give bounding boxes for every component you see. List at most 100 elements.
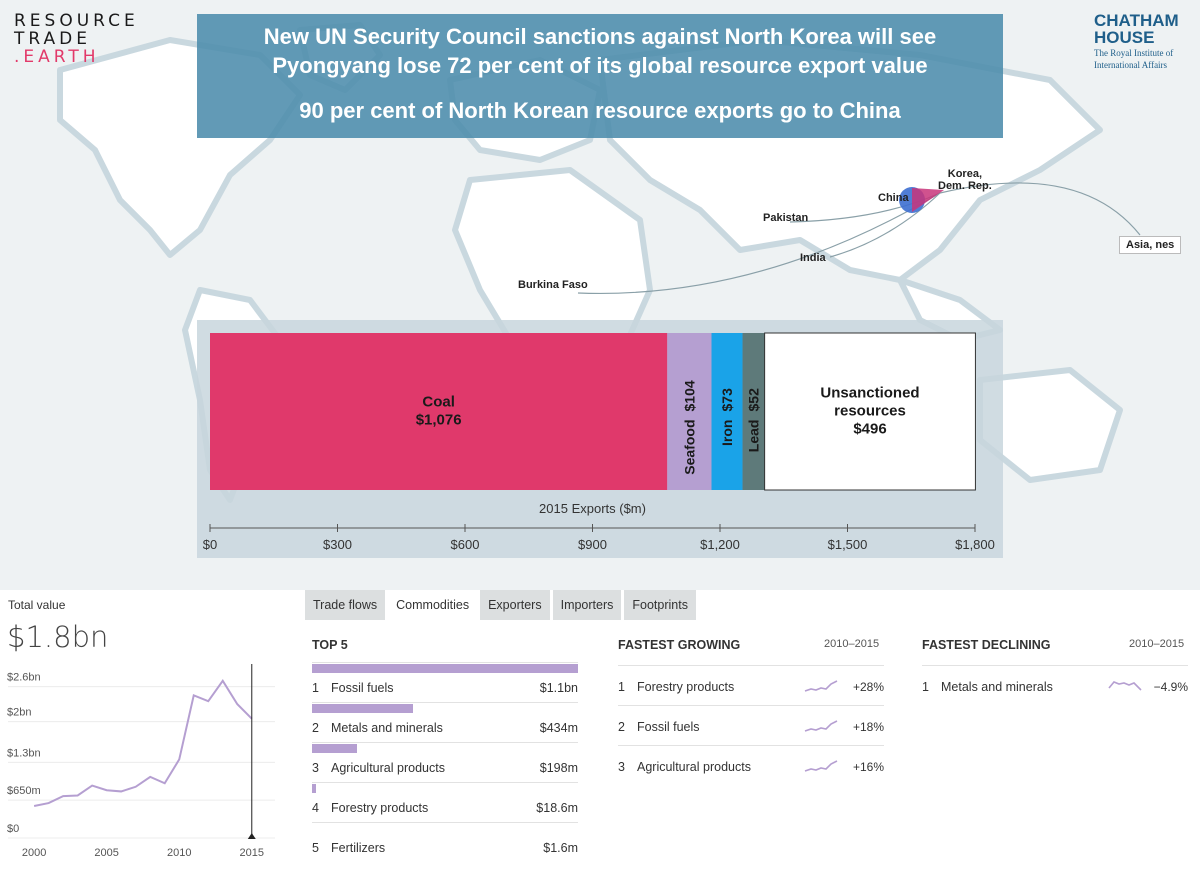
y-tick-label: $0 xyxy=(7,823,19,835)
top5-share-bar xyxy=(312,744,357,753)
fastest-growing-row[interactable]: 2 Fossil fuels +18% xyxy=(618,705,884,745)
headline-line3: 90 per cent of North Korean resource exp… xyxy=(299,98,901,123)
top5-share-bar xyxy=(312,664,578,673)
bar-name-2: Iron xyxy=(719,420,735,446)
stats-panel: Total value $1.8bn $2.6bn $2bn $1.3bn $650m… xyxy=(0,590,1200,870)
top5-row[interactable]: 4 Forestry products $18.6m xyxy=(312,782,578,822)
fastest-growing-rank: 2 xyxy=(618,720,625,734)
fastest-growing-name: Forestry products xyxy=(637,680,735,694)
x-tick-label: $1,800 xyxy=(955,537,995,552)
tab-trade-flows[interactable]: Trade flows xyxy=(305,590,386,620)
fastest-growing-rank: 1 xyxy=(618,680,625,694)
bar-iron[interactable] xyxy=(711,333,743,490)
x-tick-label: $0 xyxy=(203,537,217,552)
top5-share-bar xyxy=(312,704,413,713)
fastest-declining-pct: −4.9% xyxy=(1153,680,1188,694)
headline-line2: Pyongyang lose 72 per cent of its global… xyxy=(272,53,928,78)
fastest-declining-rank: 1 xyxy=(922,680,929,694)
y-tick-label: $1.3bn xyxy=(7,747,41,759)
bar-value-2: $73 xyxy=(719,388,735,412)
top5-row[interactable]: 3 Agricultural products $198m xyxy=(312,742,578,782)
y-tick-label: $650m xyxy=(7,785,41,797)
resource-trade-earth-logo[interactable]: RESOURCE TRADE .EARTH xyxy=(14,12,139,66)
x-tick-label: $1,200 xyxy=(700,537,740,552)
chatham-line2: HOUSE xyxy=(1094,28,1155,47)
x-tick-label: $900 xyxy=(578,537,607,552)
bar-seafood[interactable] xyxy=(667,333,712,490)
total-value-series xyxy=(33,679,253,807)
chatham-house-logo[interactable]: CHATHAM HOUSE The Royal Institute of Int… xyxy=(1094,12,1186,70)
chatham-line3: The Royal Institute of xyxy=(1094,48,1174,58)
top5-rank: 5 xyxy=(312,841,319,855)
x-tick-label: $300 xyxy=(323,537,352,552)
fastest-declining-row[interactable]: 1 Metals and minerals −4.9% xyxy=(922,665,1188,705)
chatham-line1: CHATHAM xyxy=(1094,11,1179,30)
headline-line1: New UN Security Council sanctions agains… xyxy=(263,24,937,49)
fastest-growing-rank: 3 xyxy=(618,760,625,774)
bar-name-3: Lead xyxy=(746,420,762,453)
fastest-growing-row[interactable]: 1 Forestry products +28% xyxy=(618,665,884,705)
fastest-declining-name: Metals and minerals xyxy=(941,680,1053,694)
y-tick-label: $2.6bn xyxy=(7,672,41,684)
tab-importers[interactable]: Importers xyxy=(552,590,622,620)
sparkline-icon xyxy=(804,680,838,692)
fastest-growing-pct: +18% xyxy=(852,720,884,734)
map-label-burkina-faso: Burkina Faso xyxy=(518,279,588,291)
bar-unsanctioned-resources[interactable] xyxy=(764,332,976,491)
bar-label-0-0: Coal xyxy=(422,394,455,411)
sparkline-icon xyxy=(804,760,838,772)
sparkline-icon xyxy=(1108,681,1142,691)
headline-banner: New UN Security Council sanctions agains… xyxy=(197,14,1003,138)
x-tick-label: 2015 xyxy=(240,847,264,859)
bar-lead[interactable] xyxy=(742,333,765,490)
fastest-growing-range: 2010–2015 xyxy=(824,638,880,650)
tab-commodities[interactable]: Commodities xyxy=(388,590,478,620)
top5-row[interactable]: 2 Metals and minerals $434m xyxy=(312,702,578,742)
top5-name: Metals and minerals xyxy=(331,721,443,735)
tab-bar: Trade flows Commodities Exporters Import… xyxy=(305,590,699,620)
fastest-growing-name: Fossil fuels xyxy=(637,720,700,734)
top5-rank: 3 xyxy=(312,761,319,775)
tab-footprints[interactable]: Footprints xyxy=(624,590,696,620)
fastest-declining-title: FASTEST DECLINING xyxy=(922,638,1051,652)
top5-value: $1.1bn xyxy=(539,681,578,695)
top5-value: $434m xyxy=(539,721,578,735)
year-cursor-handle[interactable] xyxy=(247,833,256,839)
brand-line1: RESOURCE xyxy=(14,11,139,31)
bar-label-4-1: resources xyxy=(834,403,906,420)
fastest-growing-pct: +28% xyxy=(852,680,884,694)
x-tick-label: 2010 xyxy=(167,847,191,859)
fastest-growing-title: FASTEST GROWING xyxy=(618,638,741,652)
bar-coal[interactable] xyxy=(210,333,668,490)
chatham-line4: International Affairs xyxy=(1094,60,1168,70)
top5-value: $1.6m xyxy=(543,841,578,855)
top5-share-bar xyxy=(312,784,316,793)
map-label-pakistan: Pakistan xyxy=(763,212,809,224)
bar-label-4-2: $496 xyxy=(853,421,886,438)
fastest-growing-row[interactable]: 3 Agricultural products +16% xyxy=(618,745,884,785)
map-label-india: India xyxy=(800,252,826,264)
x-tick-label: $1,500 xyxy=(828,537,868,552)
bar-label-group-3: $52 Lead xyxy=(746,388,762,452)
bar-name-1: Seafood xyxy=(681,420,697,475)
fastest-growing-name: Agricultural products xyxy=(637,760,751,774)
map-label-korea-line1: Korea, xyxy=(947,168,983,180)
bar-label-0-1: $1,076 xyxy=(416,412,462,429)
top5-value: $18.6m xyxy=(536,801,578,815)
top5-row[interactable]: 1 Fossil fuels $1.1bn xyxy=(312,662,578,702)
top5-name: Agricultural products xyxy=(331,761,445,775)
top5-name: Fossil fuels xyxy=(331,681,394,695)
top5-rank: 4 xyxy=(312,801,319,815)
tab-exporters[interactable]: Exporters xyxy=(480,590,550,620)
top5-row[interactable]: 5 Fertilizers $1.6m xyxy=(312,822,578,862)
top5-value: $198m xyxy=(539,761,578,775)
bar-value-3: $52 xyxy=(746,388,762,412)
total-value-label: Total value xyxy=(8,598,66,612)
map-label-asia-nes: Asia, nes xyxy=(1119,236,1182,254)
sparkline-icon xyxy=(804,720,838,732)
total-value-card: Total value $1.8bn $2.6bn $2bn $1.3bn $650m… xyxy=(0,590,280,870)
x-axis-label: 2015 Exports ($m) xyxy=(539,501,646,516)
brand-line2: TRADE xyxy=(14,29,91,49)
bar-value-1: $104 xyxy=(681,380,697,411)
